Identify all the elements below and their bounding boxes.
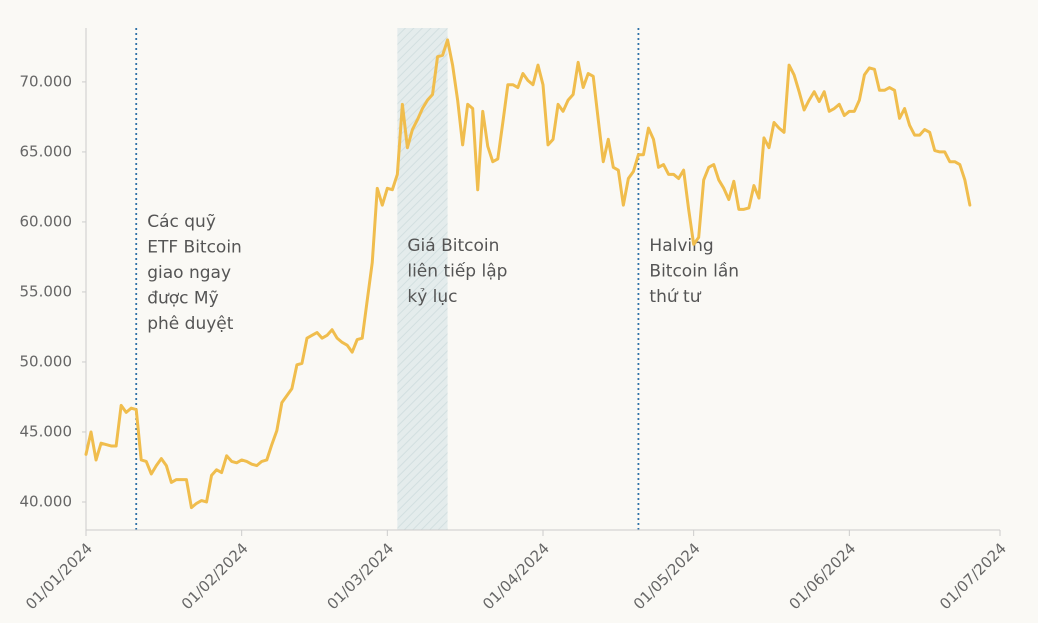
price-line xyxy=(84,38,972,510)
y-tick-label: 60.000 xyxy=(20,212,73,230)
y-tick-label: 55.000 xyxy=(20,282,73,300)
y-tick-label: 50.000 xyxy=(20,352,73,370)
x-tick-label: 01/04/2024 xyxy=(479,539,553,613)
x-tick-label: 01/07/2024 xyxy=(936,539,1010,613)
annotation-text: ETF Bitcoin xyxy=(147,238,242,258)
x-tick-label: 01/01/2024 xyxy=(22,539,96,613)
annotation-text: giao ngay xyxy=(147,263,231,283)
annotation-text: Halving xyxy=(649,236,713,256)
annotation-text: Giá Bitcoin xyxy=(407,236,499,256)
annotation-text: Các quỹ xyxy=(147,212,216,232)
x-tick-label: 01/06/2024 xyxy=(785,539,859,613)
annotation-text: liên tiếp lập xyxy=(407,261,507,282)
annotation-text: Bitcoin lần xyxy=(649,261,739,282)
annotation-text: thứ tư xyxy=(649,287,701,307)
y-tick-label: 40.000 xyxy=(20,492,73,510)
x-tick-label: 01/05/2024 xyxy=(630,539,704,613)
annotation-text: kỷ lục xyxy=(407,287,457,307)
y-tick-label: 70.000 xyxy=(20,72,73,90)
x-tick-label: 01/03/2024 xyxy=(323,539,397,613)
annotation-text: phê duyệt xyxy=(147,314,234,334)
annotation-text: được Mỹ xyxy=(147,289,218,309)
x-tick-label: 01/02/2024 xyxy=(178,539,252,613)
y-tick-label: 65.000 xyxy=(20,142,73,160)
y-tick-label: 45.000 xyxy=(20,422,73,440)
